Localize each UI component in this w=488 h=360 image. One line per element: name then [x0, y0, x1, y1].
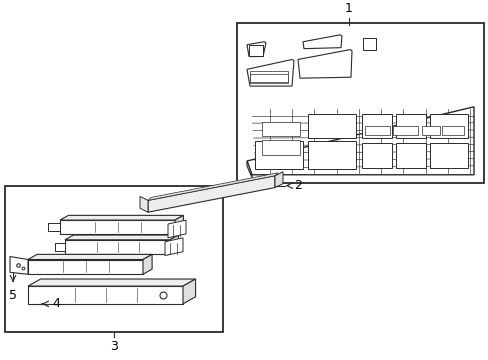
- Polygon shape: [170, 235, 178, 253]
- Bar: [249, 74, 287, 82]
- Polygon shape: [28, 255, 152, 260]
- Bar: [249, 71, 287, 83]
- Bar: [307, 141, 355, 169]
- Bar: [254, 141, 303, 169]
- Polygon shape: [28, 260, 142, 274]
- Bar: [361, 114, 391, 138]
- Polygon shape: [28, 279, 195, 286]
- Text: 2: 2: [293, 179, 301, 192]
- Polygon shape: [175, 215, 183, 234]
- Polygon shape: [65, 240, 170, 253]
- Polygon shape: [55, 243, 65, 251]
- Bar: [364, 126, 389, 135]
- Bar: [5, 186, 223, 332]
- Polygon shape: [60, 220, 175, 234]
- Bar: [262, 140, 299, 155]
- Polygon shape: [303, 35, 341, 49]
- Bar: [392, 126, 417, 135]
- Polygon shape: [183, 279, 195, 304]
- Bar: [248, 45, 263, 55]
- Polygon shape: [142, 255, 152, 274]
- Polygon shape: [28, 286, 183, 304]
- Bar: [262, 122, 299, 136]
- Polygon shape: [274, 172, 283, 188]
- Bar: [395, 143, 425, 168]
- Polygon shape: [148, 176, 274, 212]
- Polygon shape: [140, 197, 148, 212]
- Text: 3: 3: [110, 340, 118, 353]
- Text: 5: 5: [9, 289, 17, 302]
- Text: 4: 4: [52, 297, 60, 310]
- Polygon shape: [48, 223, 60, 231]
- Polygon shape: [246, 107, 473, 175]
- Polygon shape: [297, 50, 351, 78]
- Bar: [429, 114, 467, 138]
- Bar: [429, 143, 467, 168]
- Bar: [237, 23, 483, 183]
- Bar: [362, 38, 375, 50]
- Polygon shape: [246, 42, 265, 57]
- Bar: [361, 143, 391, 168]
- Bar: [395, 114, 425, 138]
- Bar: [307, 114, 355, 138]
- Text: 1: 1: [345, 2, 352, 15]
- Polygon shape: [65, 235, 178, 240]
- Bar: [421, 126, 439, 135]
- Polygon shape: [148, 173, 278, 201]
- Polygon shape: [60, 215, 183, 220]
- Bar: [441, 126, 463, 135]
- Polygon shape: [246, 59, 293, 86]
- Polygon shape: [168, 220, 185, 238]
- Polygon shape: [10, 257, 28, 274]
- Polygon shape: [164, 238, 183, 256]
- Polygon shape: [246, 161, 251, 178]
